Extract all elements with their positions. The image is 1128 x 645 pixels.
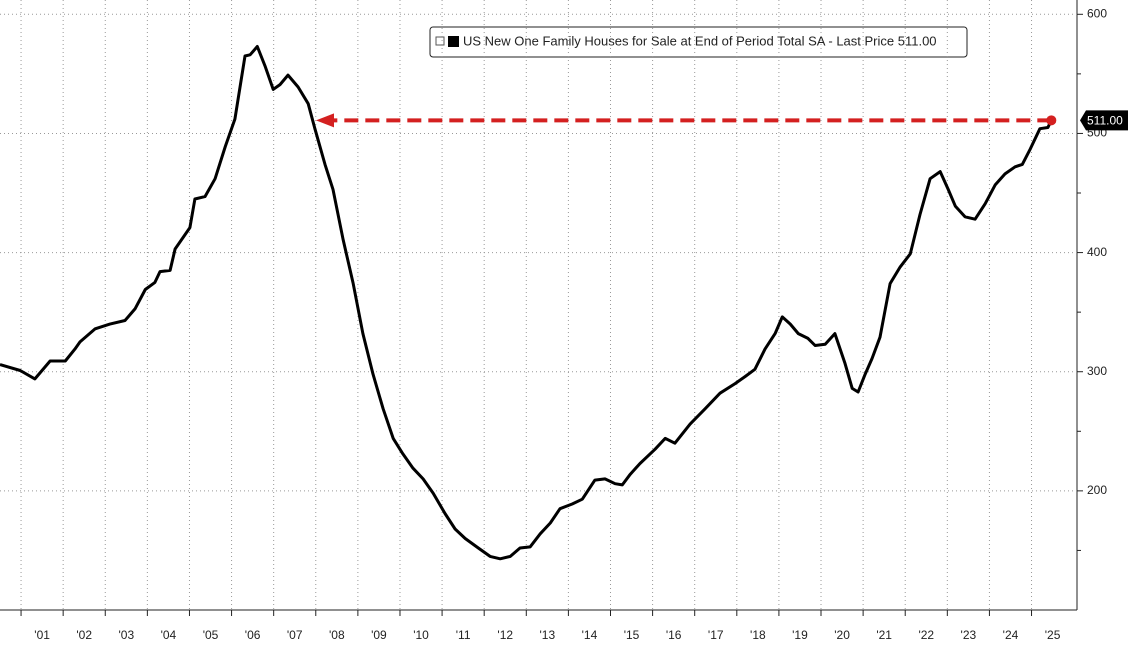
- x-tick-label: '11: [456, 628, 471, 642]
- last-point: [1046, 115, 1057, 126]
- x-tick-label: '17: [708, 628, 724, 642]
- data-line: [0, 45, 1053, 561]
- x-tick-label: '20: [834, 628, 850, 642]
- x-tick-label: '24: [1003, 628, 1019, 642]
- last-value-label: 511.00: [1087, 114, 1123, 128]
- y-tick-label: 600: [1087, 6, 1107, 20]
- x-tick-label: '09: [371, 628, 387, 642]
- y-tick-label: 300: [1087, 364, 1107, 378]
- last-value-badge: [1080, 110, 1128, 131]
- x-tick-label: '01: [34, 628, 50, 642]
- x-tick-label: '06: [245, 628, 261, 642]
- x-tick-label: '18: [750, 628, 766, 642]
- y-tick-label: 200: [1087, 483, 1107, 497]
- x-tick-label: '16: [666, 628, 682, 642]
- x-tick-label: '14: [582, 628, 598, 642]
- x-tick-label: '05: [203, 628, 219, 642]
- legend-swatch: [448, 36, 459, 47]
- y-tick-label: 400: [1087, 245, 1107, 259]
- annotation-arrowhead: [316, 113, 334, 128]
- x-tick-label: '04: [161, 628, 177, 642]
- x-tick-label: '12: [497, 628, 513, 642]
- x-tick-label: '25: [1045, 628, 1061, 642]
- x-tick-label: '02: [76, 628, 92, 642]
- legend-label: US New One Family Houses for Sale at End…: [463, 33, 937, 48]
- x-tick-label: '21: [876, 628, 892, 642]
- legend-box: [429, 26, 968, 58]
- legend-expand-icon: [435, 36, 445, 46]
- x-tick-label: '03: [118, 628, 134, 642]
- x-tick-label: '23: [961, 628, 977, 642]
- x-tick-label: '07: [287, 628, 303, 642]
- x-tick-label: '13: [540, 628, 556, 642]
- x-tick-label: '08: [329, 628, 345, 642]
- x-tick-label: '15: [624, 628, 640, 642]
- x-tick-label: '19: [792, 628, 808, 642]
- x-tick-label: '22: [918, 628, 934, 642]
- x-tick-label: '10: [413, 628, 429, 642]
